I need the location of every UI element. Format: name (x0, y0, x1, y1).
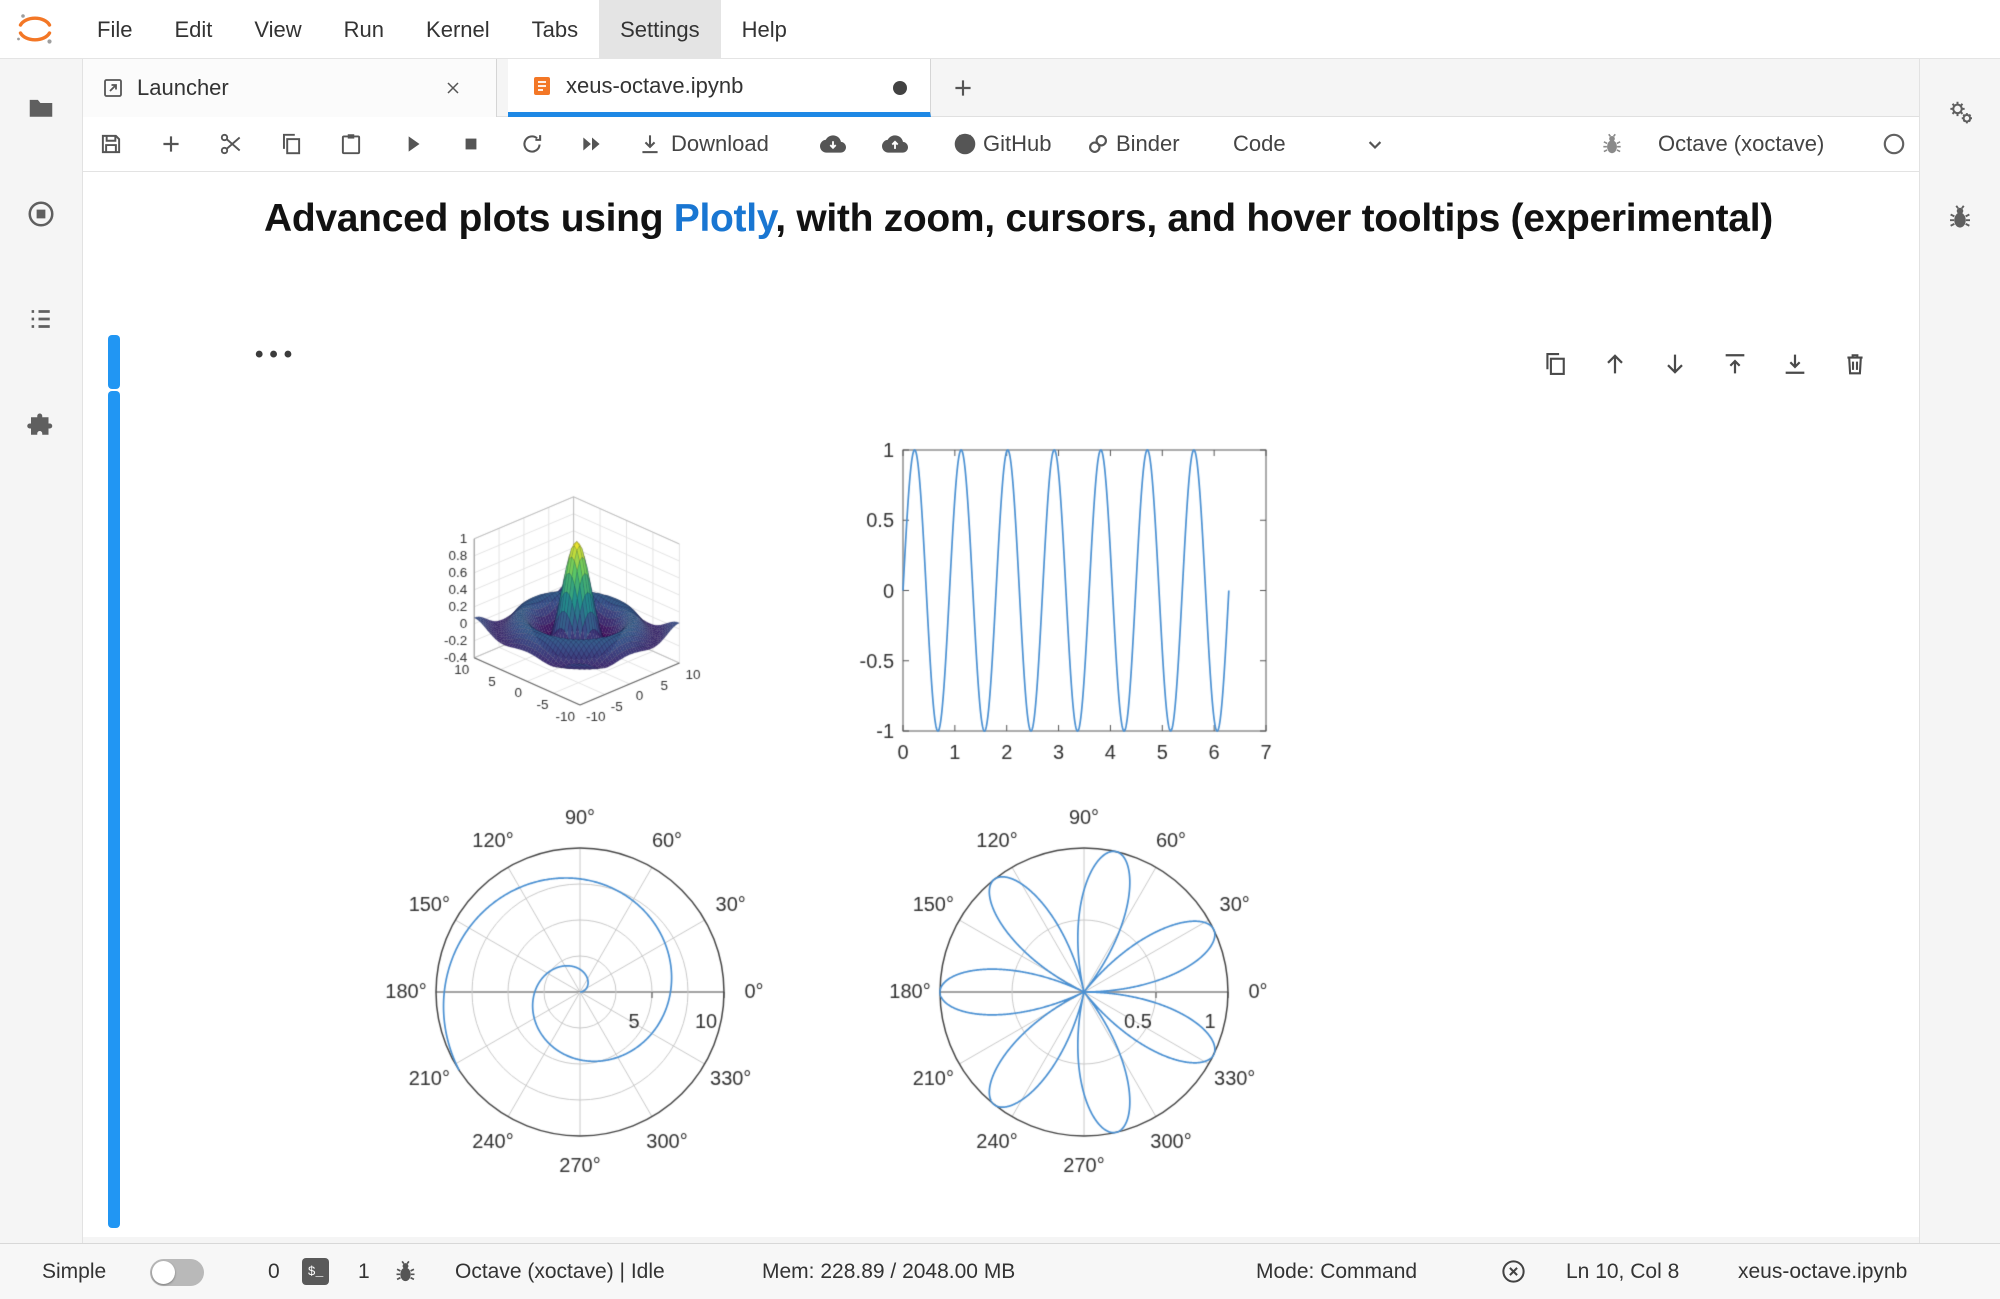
menu-items: File Edit View Run Kernel Tabs Settings Help (76, 0, 808, 59)
kernel-status-text[interactable]: Octave (xoctave) | Idle (455, 1260, 665, 1283)
notebook-content: Advanced plots using Plotly, with zoom, … (83, 172, 1919, 1237)
github-label[interactable]: GitHub (983, 131, 1052, 156)
new-tab-plus-icon[interactable] (950, 75, 976, 101)
menu-item-edit[interactable]: Edit (174, 17, 213, 42)
cursor-position-text[interactable]: Ln 10, Col 8 (1566, 1260, 1680, 1283)
menu-item-kernel[interactable]: Kernel (426, 17, 490, 42)
paste-icon[interactable] (338, 131, 364, 157)
plotly-link[interactable]: Plotly (673, 197, 776, 240)
copy-icon[interactable] (278, 131, 304, 157)
menu-item-tabs[interactable]: Tabs (531, 17, 579, 42)
save-icon[interactable] (98, 131, 124, 157)
notebook-file-icon (530, 74, 554, 98)
kernel-count[interactable]: 1 (358, 1260, 370, 1283)
simple-mode-toggle[interactable] (150, 1259, 204, 1286)
heading-text-pre: Advanced plots using (264, 197, 674, 240)
cloud-upload-icon[interactable] (882, 131, 908, 157)
status-bar: Simple 0 $_ 1 Octave (xoctave) | Idle Me… (0, 1243, 2000, 1299)
surface-plot-canvas[interactable] (410, 460, 770, 770)
stop-icon[interactable] (458, 131, 484, 157)
memory-usage-text: Mem: 228.89 / 2048.00 MB (762, 1260, 1016, 1283)
main-area: Launcher xeus-octave.ipynb (83, 59, 1919, 1243)
debugger-toggle-bug-icon[interactable] (1599, 131, 1625, 157)
delete-cell-trash-icon[interactable] (1841, 350, 1869, 378)
chevron-down-icon[interactable] (1362, 131, 1388, 157)
insert-cell-plus-icon[interactable] (158, 131, 184, 157)
polar-rose-plot-canvas[interactable] (884, 790, 1284, 1214)
binder-link-icon[interactable] (1085, 131, 1111, 157)
tab-notebook[interactable]: xeus-octave.ipynb (508, 59, 931, 117)
cut-scissors-icon[interactable] (218, 131, 244, 157)
unsaved-dot[interactable] (893, 81, 907, 95)
menu-item-help[interactable]: Help (741, 17, 787, 42)
markdown-heading: Advanced plots using Plotly, with zoom, … (264, 194, 1784, 244)
polar-spiral-plot-canvas[interactable] (380, 790, 780, 1214)
kernel-status-circle-icon (1881, 131, 1907, 157)
terminal-badge-icon[interactable]: $_ (302, 1258, 329, 1285)
github-icon[interactable] (952, 131, 978, 157)
active-cell-bar[interactable] (108, 391, 120, 1228)
download-icon[interactable] (637, 131, 663, 157)
download-label[interactable]: Download (671, 131, 769, 156)
command-mode-text[interactable]: Mode: Command (1256, 1260, 1418, 1283)
right-sidebar (1919, 59, 2000, 1243)
heading-text-post: , with zoom, cursors, and hover tooltips… (775, 197, 1773, 240)
menu-item-file[interactable]: File (97, 17, 133, 42)
status-bug-icon[interactable] (392, 1258, 419, 1285)
table-of-contents-icon[interactable] (26, 304, 56, 334)
menu-item-settings[interactable]: Settings (599, 0, 721, 59)
launcher-tab-icon (101, 76, 125, 100)
restart-refresh-icon[interactable] (519, 131, 545, 157)
collapsed-cell-bar[interactable] (108, 335, 120, 389)
cell-toolbar (1541, 350, 1869, 378)
run-play-icon[interactable] (400, 131, 426, 157)
insert-cell-above-icon[interactable] (1721, 350, 1749, 378)
close-tab-icon[interactable] (443, 78, 463, 98)
circle-x-icon[interactable] (1500, 1258, 1527, 1285)
collapsed-cell-ellipsis[interactable]: ••• (255, 341, 299, 368)
tab-notebook-label: xeus-octave.ipynb (566, 72, 744, 98)
menu-item-run[interactable]: Run (343, 17, 385, 42)
debugger-bug-icon[interactable] (1945, 202, 1975, 232)
insert-cell-below-icon[interactable] (1781, 350, 1809, 378)
move-cell-down-icon[interactable] (1661, 350, 1689, 378)
restart-run-all-fast-forward-icon[interactable] (579, 131, 605, 157)
tab-bar: Launcher xeus-octave.ipynb (83, 59, 1919, 117)
cell-type-dropdown[interactable]: Code (1233, 131, 1286, 156)
file-browser-icon[interactable] (26, 93, 56, 123)
terminal-count[interactable]: 0 (268, 1260, 280, 1283)
tab-launcher[interactable]: Launcher (83, 59, 497, 117)
extensions-puzzle-icon[interactable] (26, 411, 56, 441)
menu-item-view[interactable]: View (254, 17, 302, 42)
binder-label[interactable]: Binder (1116, 131, 1180, 156)
jupyter-logo-icon (13, 8, 57, 52)
left-sidebar (0, 59, 83, 1243)
kernel-name-label[interactable]: Octave (xoctave) (1658, 131, 1825, 156)
move-cell-up-icon[interactable] (1601, 350, 1629, 378)
duplicate-cell-icon[interactable] (1541, 350, 1569, 378)
tab-launcher-label: Launcher (137, 75, 229, 100)
toggle-knob (152, 1261, 175, 1284)
menu-bar: File Edit View Run Kernel Tabs Settings Help (0, 0, 2000, 59)
status-filename: xeus-octave.ipynb (1738, 1260, 1908, 1283)
property-inspector-gears-icon[interactable] (1945, 97, 1975, 127)
running-kernels-icon[interactable] (26, 199, 56, 229)
sine-plot-canvas[interactable] (820, 440, 1280, 770)
cloud-download-icon[interactable] (820, 131, 846, 157)
notebook-toolbar: Download GitHub Binder Code (83, 117, 1919, 172)
simple-mode-label: Simple (42, 1260, 107, 1283)
